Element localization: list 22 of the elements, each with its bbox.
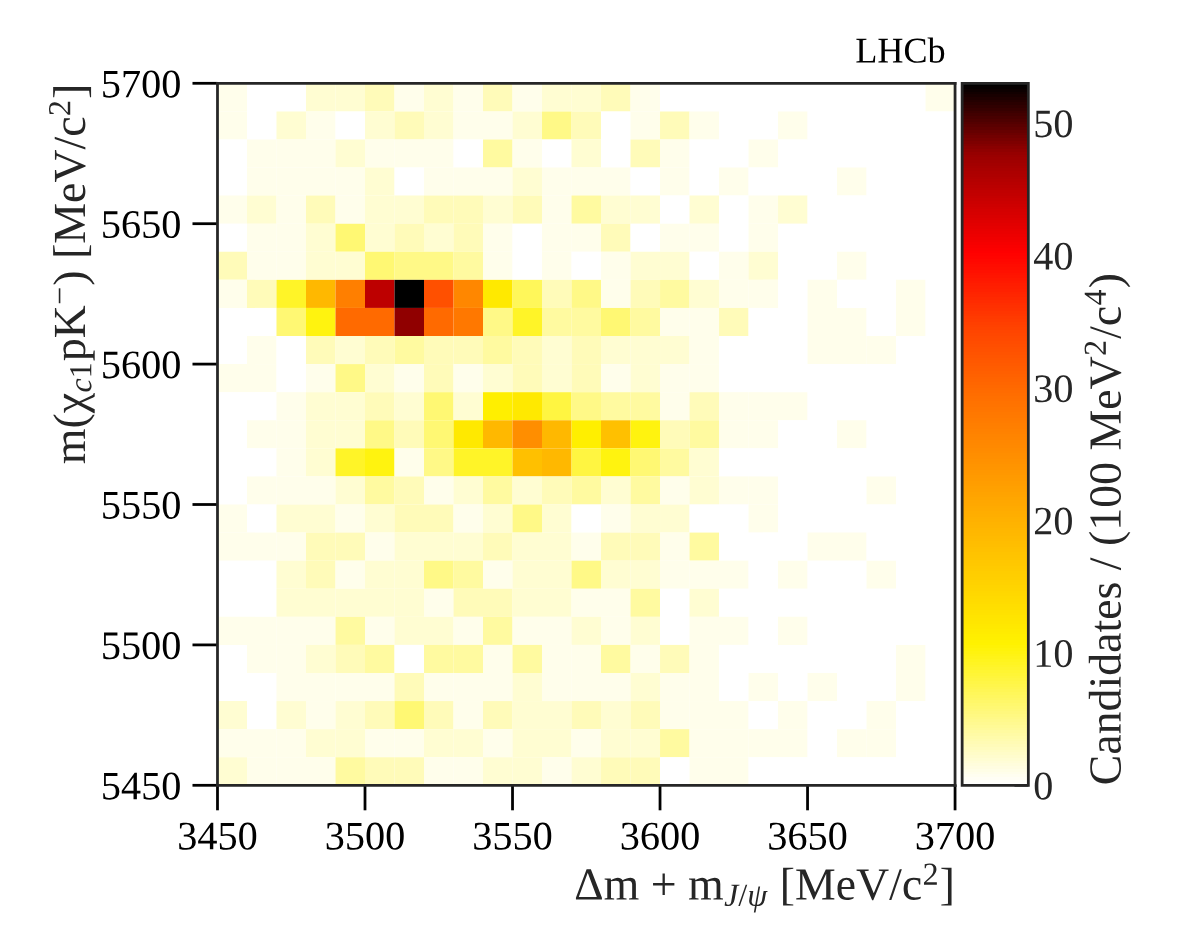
color-bar-label: 30 [1035,375,1072,403]
x-tick-label: 3450 [179,822,257,850]
x-tick-label: 3500 [326,822,404,850]
x-tick-label: 3550 [474,822,552,850]
color-bar-label: 50 [1035,110,1072,138]
text: LHCb [856,37,945,63]
x-axis-title: Δm + m$_{J/ψ}$ [MeV/c$^{2}$] [575,863,952,913]
x-tick-label: 3700 [916,822,994,850]
x-tick-label: 3650 [769,822,847,850]
y-tick-label: 5700 [103,70,180,98]
color-bar-label: 20 [1034,507,1072,535]
y-axis-title: m(χ$_{c1}$pK$^{−}$) [MeV/c$^{2}$] [48,87,95,464]
y-tick-label: 5500 [103,632,180,660]
color-bar-label: 40 [1033,242,1072,270]
y-tick-label: 5450 [103,772,180,800]
y-tick-label: 5550 [103,491,180,519]
color-bar-title: Candidates / (100 MeV$^{2}$/c$^{4}$) [1084,275,1131,784]
y-tick-label: 5600 [103,351,180,379]
color-bar-label: 10 [1036,640,1072,668]
y-tick-label: 5650 [103,210,180,239]
x-tick-label: 3600 [621,822,699,850]
color-bar-label: 0 [1034,772,1052,800]
